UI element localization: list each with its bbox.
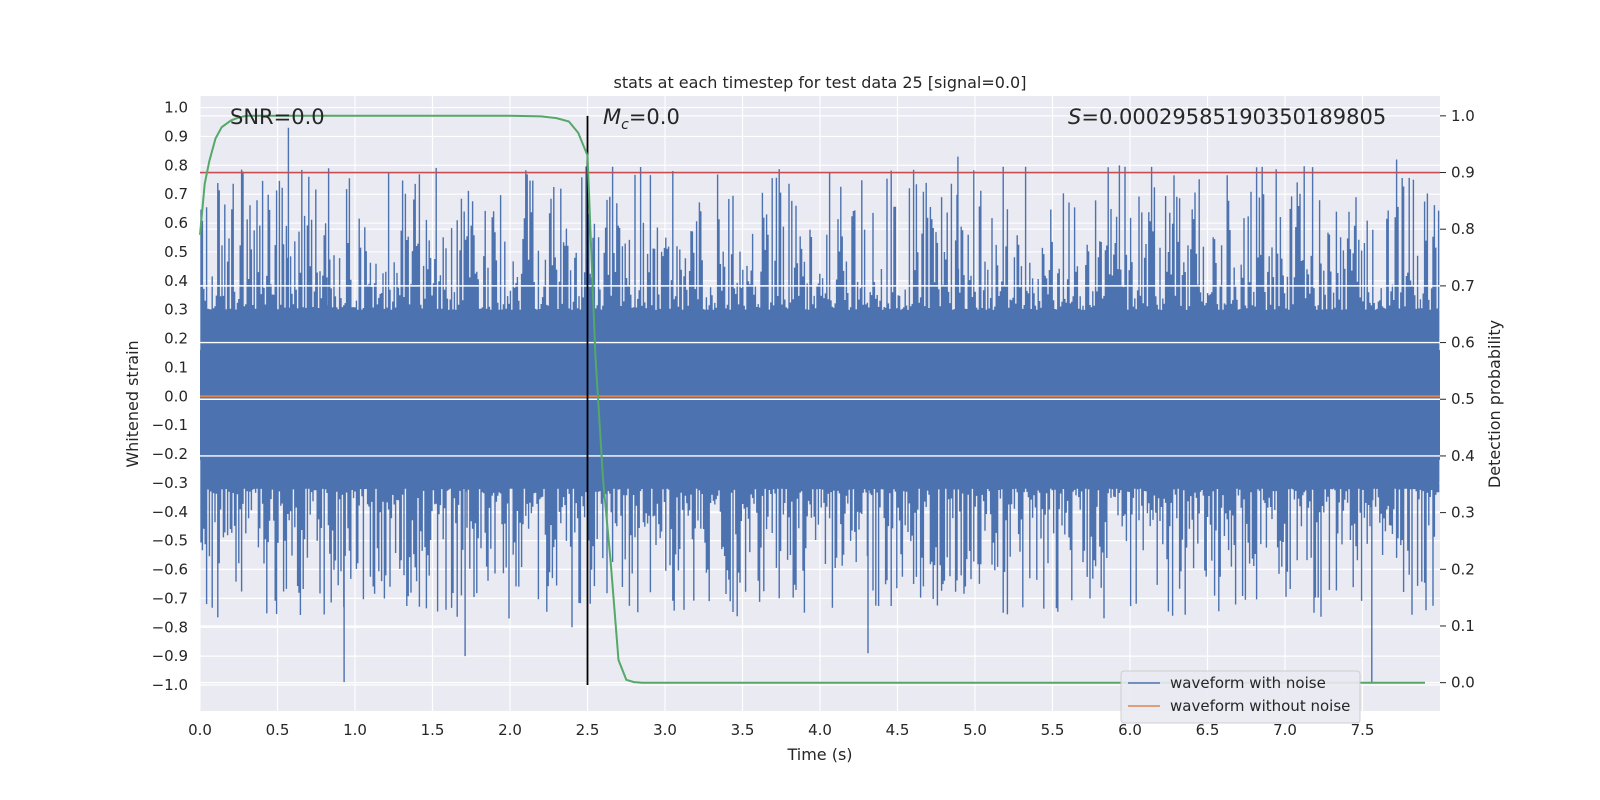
y-tick-label: 0.5 [164, 243, 188, 261]
y2-tick-label: 0.2 [1451, 560, 1475, 578]
x-tick-label: 0.0 [188, 721, 212, 739]
noise-core-band [200, 350, 1440, 460]
x-tick-label: 3.5 [731, 721, 755, 739]
x-tick-label: 1.0 [343, 721, 367, 739]
y2-tick-label: 0.6 [1451, 334, 1475, 352]
y2-tick-label: 0.9 [1451, 164, 1475, 182]
y2-tick-label: 1.0 [1451, 107, 1475, 125]
y-tick-label: 1.0 [164, 99, 188, 117]
x-tick-label: 4.5 [886, 721, 910, 739]
y-tick-label: 0.7 [164, 185, 188, 203]
x-tick-label: 4.0 [808, 721, 832, 739]
y-tick-label: −0.9 [152, 647, 188, 665]
series-lines [199, 114, 1440, 686]
y-tick-label: 0.2 [164, 330, 188, 348]
y-tick-label: −1.0 [152, 676, 188, 694]
legend-label-clean: waveform without noise [1170, 697, 1350, 715]
y2-tick-label: 0.7 [1451, 277, 1475, 295]
chart-title: stats at each timestep for test data 25 … [614, 73, 1027, 92]
y-tick-label: −0.4 [152, 503, 188, 521]
detection-probability-line [199, 114, 1425, 684]
y-tick-label: −0.5 [152, 532, 188, 550]
y-tick-label: 0.1 [164, 358, 188, 376]
y2-tick-label: 0.0 [1451, 674, 1475, 692]
tick-labels: 0.0 0.5 1.0 1.5 2.0 2.5 3.0 3.5 4.0 4.5 5.0 5.5 6.0 6… [152, 99, 1475, 739]
y-tick-label: −0.2 [152, 445, 188, 463]
y-tick-label: −0.7 [152, 589, 188, 607]
y2-tick-label: 0.8 [1451, 220, 1475, 238]
x-tick-label: 2.5 [576, 721, 600, 739]
y-tick-label: 0.9 [164, 127, 188, 145]
y2-axis-label: Detection probability [1485, 320, 1504, 488]
y-tick-label: 0.0 [164, 387, 188, 405]
y-tick-label: −0.8 [152, 618, 188, 636]
x-tick-label: 1.5 [421, 721, 445, 739]
legend: waveform with noise waveform without noi… [1120, 670, 1361, 724]
y2-tick-label: 0.5 [1451, 390, 1475, 408]
y2-tick-label: 0.3 [1451, 504, 1475, 522]
snr-annotation: SNR=0.0 [230, 105, 325, 129]
y2-tick-label: 0.4 [1451, 447, 1475, 465]
x-tick-label: 0.5 [266, 721, 290, 739]
x-tick-label: 3.0 [653, 721, 677, 739]
x-tick-label: 5.5 [1041, 721, 1065, 739]
x-tick-label: 6.0 [1118, 721, 1142, 739]
noise-waveform [200, 127, 1440, 683]
y2-tick-label: 0.1 [1451, 617, 1475, 635]
y-tick-label: 0.3 [164, 301, 188, 319]
x-tick-label: 7.5 [1351, 721, 1375, 739]
legend-box [1120, 670, 1361, 724]
x-axis-label: Time (s) [786, 745, 852, 764]
legend-label-noise: waveform with noise [1170, 674, 1326, 692]
y-tick-label: −0.3 [152, 474, 188, 492]
x-tick-label: 5.0 [963, 721, 987, 739]
score-annotation: S=0.00029585190350189805 [1068, 105, 1386, 129]
y-axis-label: Whitened strain [123, 340, 142, 467]
y-tick-label: 0.6 [164, 214, 188, 232]
x-tick-label: 7.0 [1273, 721, 1297, 739]
x-tick-label: 2.0 [498, 721, 522, 739]
x-tick-label: 6.5 [1196, 721, 1220, 739]
y-tick-label: −0.1 [152, 416, 188, 434]
y-tick-label: 0.8 [164, 156, 188, 174]
y-tick-label: −0.6 [152, 561, 188, 579]
y-tick-label: 0.4 [164, 272, 188, 290]
chirp-mass-annotation: Mc=0.0 [603, 105, 680, 133]
